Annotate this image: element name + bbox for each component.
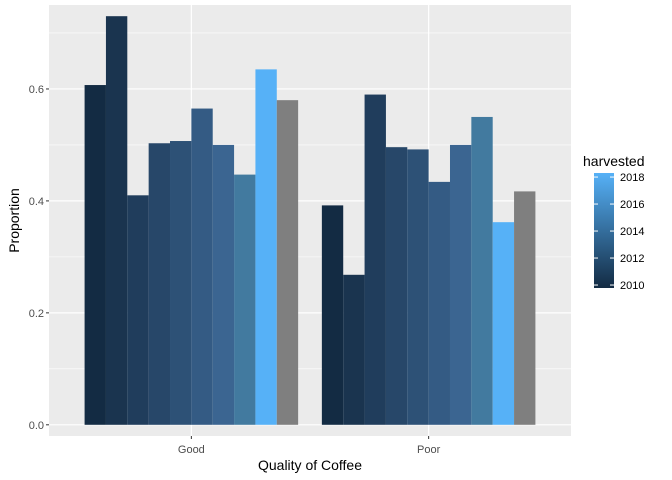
bar <box>170 141 192 425</box>
bars <box>84 16 536 425</box>
bar <box>191 108 213 425</box>
bar <box>84 85 106 425</box>
legend: harvested 2018 2016 2014 2012 2010 <box>583 153 644 292</box>
bar <box>364 94 386 425</box>
y-tick-label: 0.4 <box>29 196 44 208</box>
legend-label: 2012 <box>620 253 644 265</box>
y-tick-label: 0.0 <box>29 420 44 432</box>
bar <box>234 174 256 425</box>
x-tick-label: Poor <box>417 444 441 456</box>
y-axis-ticks: 0.0 0.2 0.4 0.6 <box>29 84 49 432</box>
y-tick-label: 0.2 <box>29 308 44 320</box>
x-axis-ticks: Good Poor <box>178 436 441 456</box>
legend-colorbar <box>594 173 614 288</box>
x-tick-label: Good <box>178 444 205 456</box>
bar <box>105 16 128 425</box>
legend-label: 2010 <box>620 280 644 292</box>
bar <box>276 100 299 425</box>
bar <box>407 149 429 425</box>
x-axis-title: Quality of Coffee <box>258 457 362 473</box>
legend-label: 2018 <box>620 172 644 184</box>
bar <box>212 144 235 425</box>
bar <box>492 222 515 425</box>
y-tick-label: 0.6 <box>29 84 44 96</box>
bar <box>321 205 344 425</box>
legend-ticks: 2018 2016 2014 2012 2010 <box>594 172 644 292</box>
legend-title: harvested <box>583 153 644 169</box>
legend-label: 2016 <box>620 199 644 211</box>
bar <box>255 69 277 425</box>
bar <box>148 143 171 425</box>
bar <box>471 116 493 425</box>
bar <box>385 147 408 425</box>
y-axis-title: Proportion <box>6 188 22 253</box>
legend-label: 2014 <box>620 226 644 238</box>
bar <box>449 144 472 425</box>
bar <box>343 274 365 425</box>
bar <box>514 191 536 425</box>
bar <box>127 195 149 425</box>
bar <box>428 181 450 425</box>
